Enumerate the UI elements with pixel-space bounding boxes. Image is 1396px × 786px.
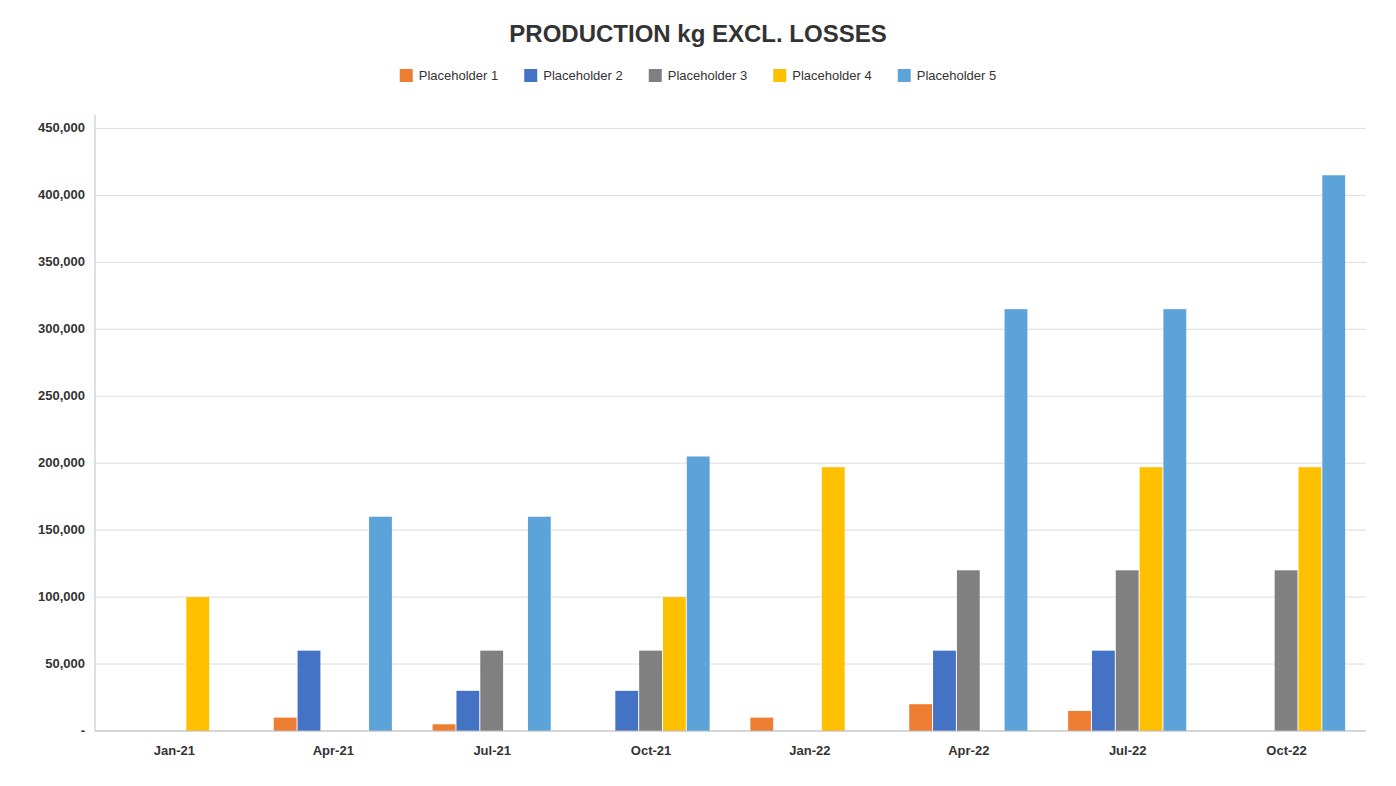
x-tick-label: Apr-22: [948, 743, 989, 758]
bar: [639, 651, 662, 731]
y-tick-label: 250,000: [38, 388, 85, 403]
y-tick-label: 100,000: [38, 589, 85, 604]
legend-swatch: [524, 69, 537, 82]
bar: [1163, 309, 1186, 731]
legend-item: Placeholder 2: [524, 68, 623, 83]
bar: [186, 597, 209, 731]
bar: [909, 704, 932, 731]
bar: [933, 651, 956, 731]
x-tick-label: Apr-21: [313, 743, 354, 758]
bar: [687, 456, 710, 731]
bar: [456, 691, 479, 731]
x-tick-label: Jul-22: [1109, 743, 1147, 758]
bar: [480, 651, 503, 731]
y-tick-label: 150,000: [38, 522, 85, 537]
bar: [1298, 467, 1321, 731]
legend-item: Placeholder 5: [898, 68, 997, 83]
legend-swatch: [773, 69, 786, 82]
bar: [750, 718, 773, 731]
y-tick-label: 400,000: [38, 187, 85, 202]
x-tick-label: Oct-21: [631, 743, 671, 758]
y-tick-label: 300,000: [38, 321, 85, 336]
bars: [186, 175, 1345, 731]
legend-item: Placeholder 4: [773, 68, 872, 83]
grid-line: [95, 731, 1366, 732]
legend-label: Placeholder 1: [419, 68, 499, 83]
bar: [1275, 570, 1298, 731]
legend-label: Placeholder 4: [792, 68, 872, 83]
legend-swatch: [400, 69, 413, 82]
title: PRODUCTION kg EXCL. LOSSES: [509, 20, 886, 47]
legend-swatch: [898, 69, 911, 82]
legend-item: Placeholder 1: [400, 68, 499, 83]
y-tick-label: 200,000: [38, 455, 85, 470]
x-tick-label: Oct-22: [1266, 743, 1306, 758]
bar: [1116, 570, 1139, 731]
grid-line: [95, 128, 1366, 129]
bar: [822, 467, 845, 731]
y-axis: - 50,000 100,000 150,000 200,000 250,000 300,0…: [38, 120, 85, 738]
y-tick-label: 450,000: [38, 120, 85, 135]
x-tick-label: Jan-21: [154, 743, 195, 758]
y-axis-line: [95, 115, 96, 731]
legend-item: Placeholder 3: [649, 68, 748, 83]
legend-label: Placeholder 5: [917, 68, 997, 83]
grid-line: [95, 262, 1366, 263]
y-tick-label: -: [81, 723, 85, 738]
bar: [528, 517, 551, 731]
legend: Placeholder 1 Placeholder 2 Placeholder 3 P…: [400, 68, 997, 83]
grid-line: [95, 195, 1366, 196]
bar: [1322, 175, 1345, 731]
legend-label: Placeholder 3: [668, 68, 748, 83]
y-tick-label: 350,000: [38, 254, 85, 269]
chart: PRODUCTION kg EXCL. LOSSES - 50,000 100,000…: [0, 0, 1396, 786]
x-axis: Jan-21 Apr-21 Jul-21 Oct-21 Jan-22 Apr-22 Jul-…: [154, 743, 1307, 758]
bar: [1005, 309, 1028, 731]
bar: [1092, 651, 1115, 731]
bar: [274, 718, 297, 731]
grid: [95, 128, 1366, 731]
bar: [433, 724, 456, 731]
bar: [369, 517, 392, 731]
legend-label: Placeholder 2: [543, 68, 623, 83]
legend-swatch: [649, 69, 662, 82]
bar: [1140, 467, 1163, 731]
bar: [1068, 711, 1091, 731]
x-axis-line: [95, 731, 1366, 732]
y-tick-label: 50,000: [45, 656, 85, 671]
x-tick-label: Jul-21: [473, 743, 511, 758]
x-tick-label: Jan-22: [789, 743, 830, 758]
bar: [957, 570, 980, 731]
bar: [663, 597, 686, 731]
bar: [298, 651, 321, 731]
bar: [615, 691, 638, 731]
